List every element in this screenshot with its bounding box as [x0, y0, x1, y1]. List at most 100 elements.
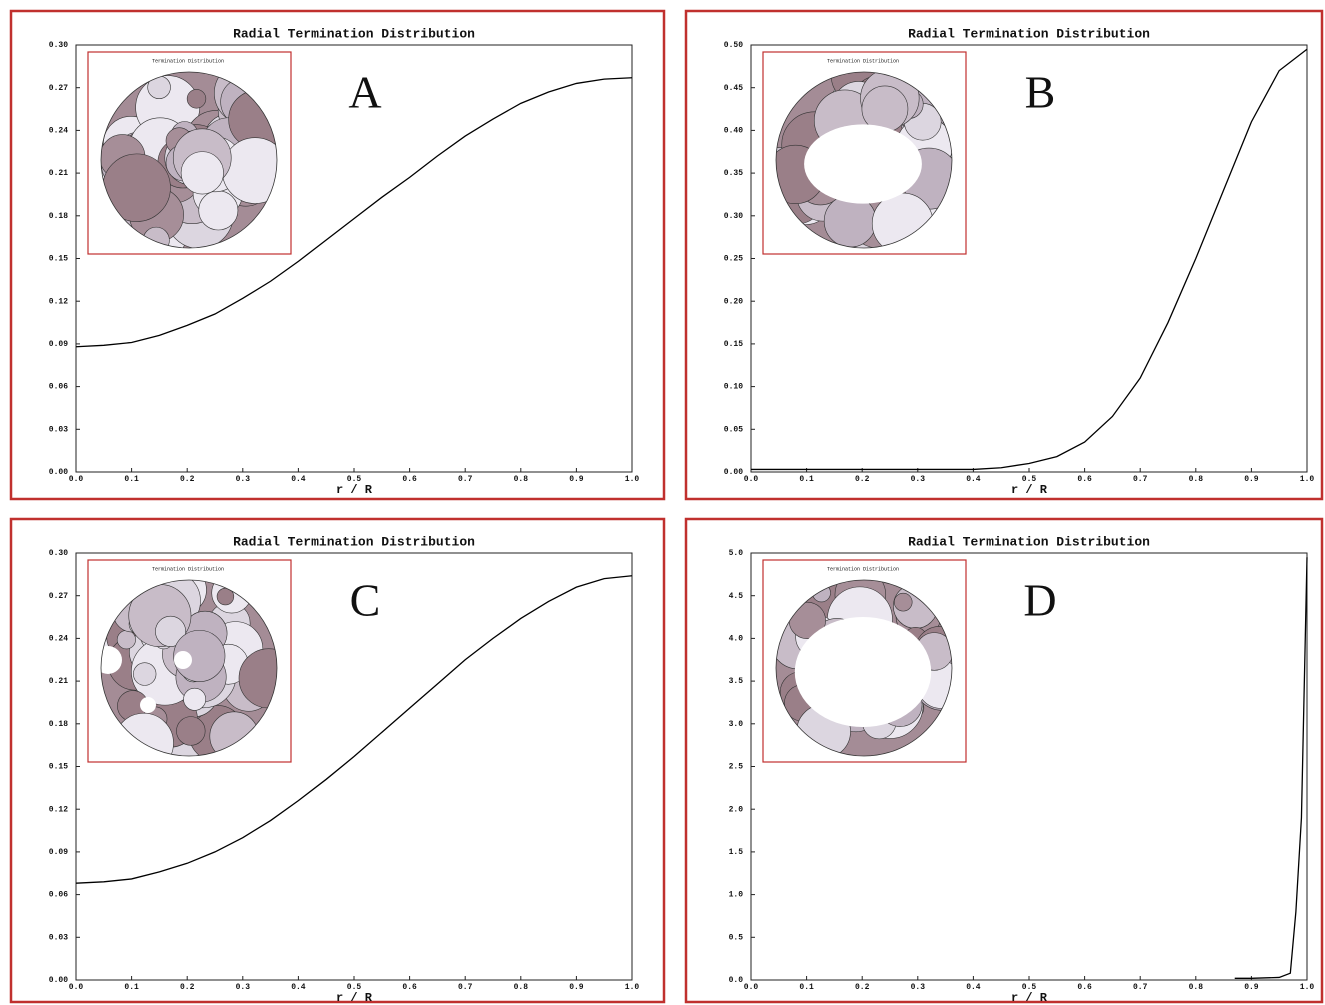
- y-tick-label: 0.5: [729, 933, 744, 942]
- x-tick-label: 0.6: [1077, 475, 1092, 484]
- x-tick-label: 0.0: [69, 475, 84, 484]
- y-tick-label: 0.15: [49, 255, 68, 264]
- y-tick-label: 0.05: [724, 425, 743, 434]
- x-tick-label: 0.6: [1077, 983, 1092, 992]
- y-tick-label: 0.12: [49, 297, 68, 306]
- x-tick-label: 0.7: [1133, 475, 1148, 484]
- bubble: [181, 152, 223, 194]
- chart-title: Radial Termination Distribution: [233, 534, 475, 549]
- x-tick-label: 0.4: [291, 983, 306, 992]
- x-tick-label: 0.2: [180, 983, 195, 992]
- inset: Termination Distribution: [87, 560, 299, 786]
- inset: Termination Distribution: [755, 50, 966, 269]
- bubble: [133, 663, 156, 686]
- y-tick-label: 0.18: [49, 720, 68, 729]
- y-tick-label: 0.30: [49, 549, 68, 558]
- x-tick-label: 0.8: [1189, 983, 1204, 992]
- y-tick-label: 0.27: [49, 84, 68, 93]
- x-tick-label: 1.0: [1300, 475, 1315, 484]
- y-tick-label: 0.03: [49, 933, 68, 942]
- y-tick-label: 0.40: [724, 127, 743, 136]
- void: [804, 124, 922, 203]
- y-tick-label: 0.25: [724, 255, 743, 264]
- x-tick-label: 0.9: [569, 475, 584, 484]
- x-tick-label: 0.7: [1133, 983, 1148, 992]
- y-tick-label: 0.06: [49, 383, 68, 392]
- y-tick-label: 0.27: [49, 592, 68, 601]
- panel: Radial Termination Distribution 0.00 0.03 0…: [11, 11, 664, 499]
- x-tick-label: 1.0: [625, 475, 640, 484]
- chart-title: Radial Termination Distribution: [908, 26, 1150, 41]
- x-tick-label: 0.1: [124, 475, 139, 484]
- x-tick-label: 0.8: [514, 983, 529, 992]
- bubble: [176, 717, 205, 746]
- x-tick-label: 0.6: [402, 475, 417, 484]
- x-tick-label: 0.3: [911, 475, 926, 484]
- y-tick-label: 5.0: [729, 549, 744, 558]
- chart-title: Radial Termination Distribution: [233, 26, 475, 41]
- y-tick-label: 0.20: [724, 297, 743, 306]
- x-tick-label: 0.0: [744, 983, 759, 992]
- y-tick-label: 3.0: [729, 720, 744, 729]
- y-tick-label: 0.12: [49, 805, 68, 814]
- y-tick-label: 0.50: [724, 41, 743, 50]
- panel: Radial Termination Distribution 0.00 0.03 0…: [11, 519, 664, 1005]
- bubble: [199, 191, 238, 230]
- x-tick-label: 0.3: [911, 983, 926, 992]
- x-tick-label: 0.4: [966, 983, 981, 992]
- inset: Termination Distribution: [763, 560, 980, 762]
- x-tick-label: 0.7: [458, 475, 473, 484]
- x-tick-label: 1.0: [625, 983, 640, 992]
- bubble: [187, 89, 206, 108]
- void: [140, 697, 156, 713]
- y-tick-label: 0.30: [724, 212, 743, 221]
- x-tick-label: 0.8: [514, 475, 529, 484]
- y-tick-label: 2.0: [729, 805, 744, 814]
- y-tick-label: 3.5: [729, 677, 744, 686]
- y-tick-label: 0.21: [49, 677, 68, 686]
- x-axis-label: r / R: [336, 483, 373, 497]
- y-tick-label: 0.00: [49, 468, 68, 477]
- x-axis-label: r / R: [336, 991, 373, 1005]
- y-tick-label: 0.0: [729, 976, 744, 985]
- x-tick-label: 0.2: [855, 983, 870, 992]
- x-axis-label: r / R: [1011, 991, 1048, 1005]
- x-tick-label: 0.9: [1244, 475, 1259, 484]
- curve: [1235, 557, 1307, 978]
- y-tick-label: 0.00: [49, 976, 68, 985]
- x-tick-label: 0.6: [402, 983, 417, 992]
- y-tick-label: 0.06: [49, 891, 68, 900]
- y-tick-label: 0.10: [724, 383, 743, 392]
- y-tick-label: 0.09: [49, 340, 68, 349]
- panel-letter: A: [348, 67, 381, 118]
- y-tick-label: 0.00: [724, 468, 743, 477]
- y-tick-label: 0.24: [49, 635, 68, 644]
- panel: Radial Termination Distribution 0.0 0.5 1.0…: [686, 519, 1322, 1005]
- y-tick-label: 0.45: [724, 84, 743, 93]
- x-tick-label: 0.3: [236, 475, 251, 484]
- y-tick-label: 0.15: [724, 340, 743, 349]
- y-tick-label: 0.09: [49, 848, 68, 857]
- y-tick-label: 4.0: [729, 635, 744, 644]
- chart-title: Radial Termination Distribution: [908, 534, 1150, 549]
- panel-letter: C: [350, 575, 381, 626]
- y-tick-label: 0.03: [49, 425, 68, 434]
- y-tick-label: 0.15: [49, 763, 68, 772]
- y-tick-label: 1.5: [729, 848, 744, 857]
- y-tick-label: 2.5: [729, 763, 744, 772]
- x-tick-label: 0.1: [124, 983, 139, 992]
- x-tick-label: 0.0: [744, 475, 759, 484]
- x-tick-label: 1.0: [1300, 983, 1315, 992]
- void: [174, 651, 192, 669]
- bubble: [117, 630, 135, 648]
- y-tick-label: 0.24: [49, 127, 68, 136]
- figure: Radial Termination Distribution 0.00 0.03 0…: [0, 0, 1325, 1005]
- x-tick-label: 0.3: [236, 983, 251, 992]
- x-tick-label: 0.1: [799, 983, 814, 992]
- x-tick-label: 0.4: [966, 475, 981, 484]
- y-tick-label: 0.21: [49, 169, 68, 178]
- x-tick-label: 0.2: [855, 475, 870, 484]
- x-tick-label: 0.9: [1244, 983, 1259, 992]
- inset-title: Termination Distribution: [152, 566, 224, 572]
- x-tick-label: 0.8: [1189, 475, 1204, 484]
